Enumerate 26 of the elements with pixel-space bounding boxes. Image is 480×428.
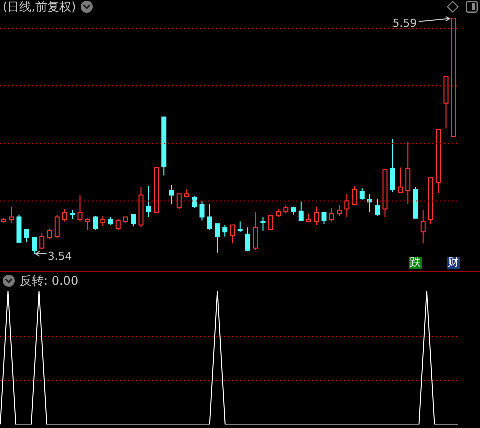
annotation: 5.59 (392, 16, 418, 30)
annotation: 3.54 (48, 250, 72, 262)
text: 跌 (410, 256, 421, 269)
candlestick (344, 194, 350, 218)
candlestick (154, 167, 159, 214)
candlestick (406, 142, 411, 206)
candlestick (230, 224, 236, 244)
candlestick (169, 184, 174, 206)
candlestick (398, 167, 403, 194)
candlestick (420, 210, 426, 244)
candlestick (268, 216, 274, 230)
candlestick (215, 224, 220, 254)
candlestick (382, 170, 388, 218)
candlestick (436, 129, 442, 194)
chart-title: 反转: 0.00 (20, 274, 79, 288)
text: 财 (448, 256, 459, 269)
candlestick (9, 206, 14, 224)
candlestick (298, 202, 304, 222)
candlestick (451, 18, 456, 138)
candlestick (200, 200, 205, 222)
candlestick (162, 116, 167, 176)
candlestick (32, 237, 37, 254)
candlestick (444, 76, 449, 130)
candlestick (368, 194, 372, 214)
candlestick (306, 213, 312, 222)
chart-title: (日线,前复权) (3, 0, 76, 14)
